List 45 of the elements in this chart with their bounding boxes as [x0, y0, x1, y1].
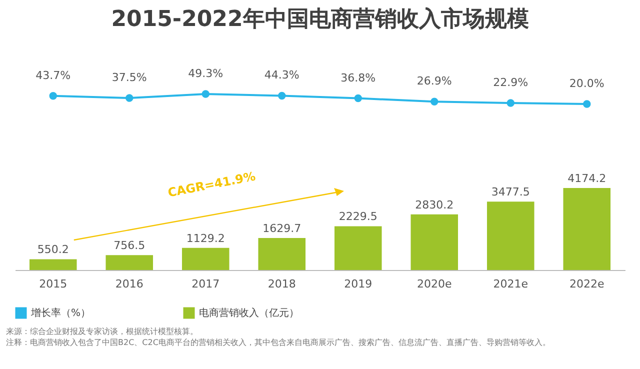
point — [354, 94, 362, 102]
data-label: 3477.5 — [491, 186, 530, 199]
data-label: 550.2 — [37, 243, 69, 256]
bar — [410, 214, 458, 270]
point — [506, 99, 514, 107]
data-label: 26.9% — [416, 74, 452, 88]
x-tick-label: 2015 — [39, 278, 68, 290]
legend-label: 电商营销收入（亿元） — [199, 307, 299, 319]
data-label: 20.0% — [569, 77, 604, 90]
legend-label: 增长率（%） — [30, 307, 91, 319]
data-label: 2830.2 — [415, 198, 454, 212]
point — [202, 90, 210, 98]
source-note: 来源：综合企业财报及专家访谈，根据统计模型核算。 — [6, 326, 199, 337]
bar — [258, 238, 306, 270]
text: 注释：电商营销收入包含了中国B2C、C2C电商平台的营销相关收入，其中包含来自电商展示广告、搜索广告、信息流广告、直播广告、导购营销等收入。 — [6, 337, 550, 348]
data-label: 2229.5 — [338, 210, 378, 224]
point — [430, 98, 438, 106]
x-tick-label: 2016 — [115, 278, 144, 290]
data-label: 49.3% — [188, 67, 224, 80]
chart-title: 2015-2022年中国电商营销收入市场规模 — [111, 6, 529, 32]
x-tick-label: 2017 — [192, 278, 220, 290]
data-label: 43.7% — [36, 68, 71, 82]
bar — [182, 248, 230, 270]
bar — [29, 259, 77, 270]
bar — [563, 188, 611, 270]
data-label: 22.9% — [493, 76, 528, 90]
data-label: 756.5 — [114, 239, 146, 252]
x-tick-label: 2018 — [268, 278, 296, 290]
point — [278, 92, 286, 100]
bar — [334, 226, 382, 270]
point — [126, 94, 134, 102]
data-label: 1129.2 — [186, 232, 225, 245]
bar — [106, 255, 154, 270]
data-label: 37.5% — [112, 71, 147, 84]
x-tick-label: 2019 — [344, 278, 372, 290]
point — [49, 92, 57, 100]
x-tick-label: 2022e — [569, 278, 604, 290]
point — [583, 100, 591, 108]
bar — [486, 202, 534, 270]
x-tick-label: 2020e — [416, 278, 452, 290]
data-label: 44.3% — [264, 68, 300, 82]
data-label: 4174.2 — [568, 172, 606, 185]
data-label: 1629.7 — [262, 222, 302, 235]
data-label: 36.8% — [340, 71, 376, 84]
x-tick-label: 2021e — [493, 278, 528, 290]
